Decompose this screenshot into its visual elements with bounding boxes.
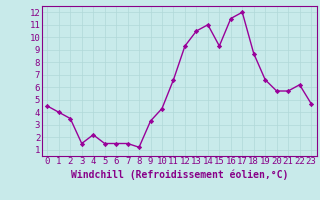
X-axis label: Windchill (Refroidissement éolien,°C): Windchill (Refroidissement éolien,°C) [70, 169, 288, 180]
